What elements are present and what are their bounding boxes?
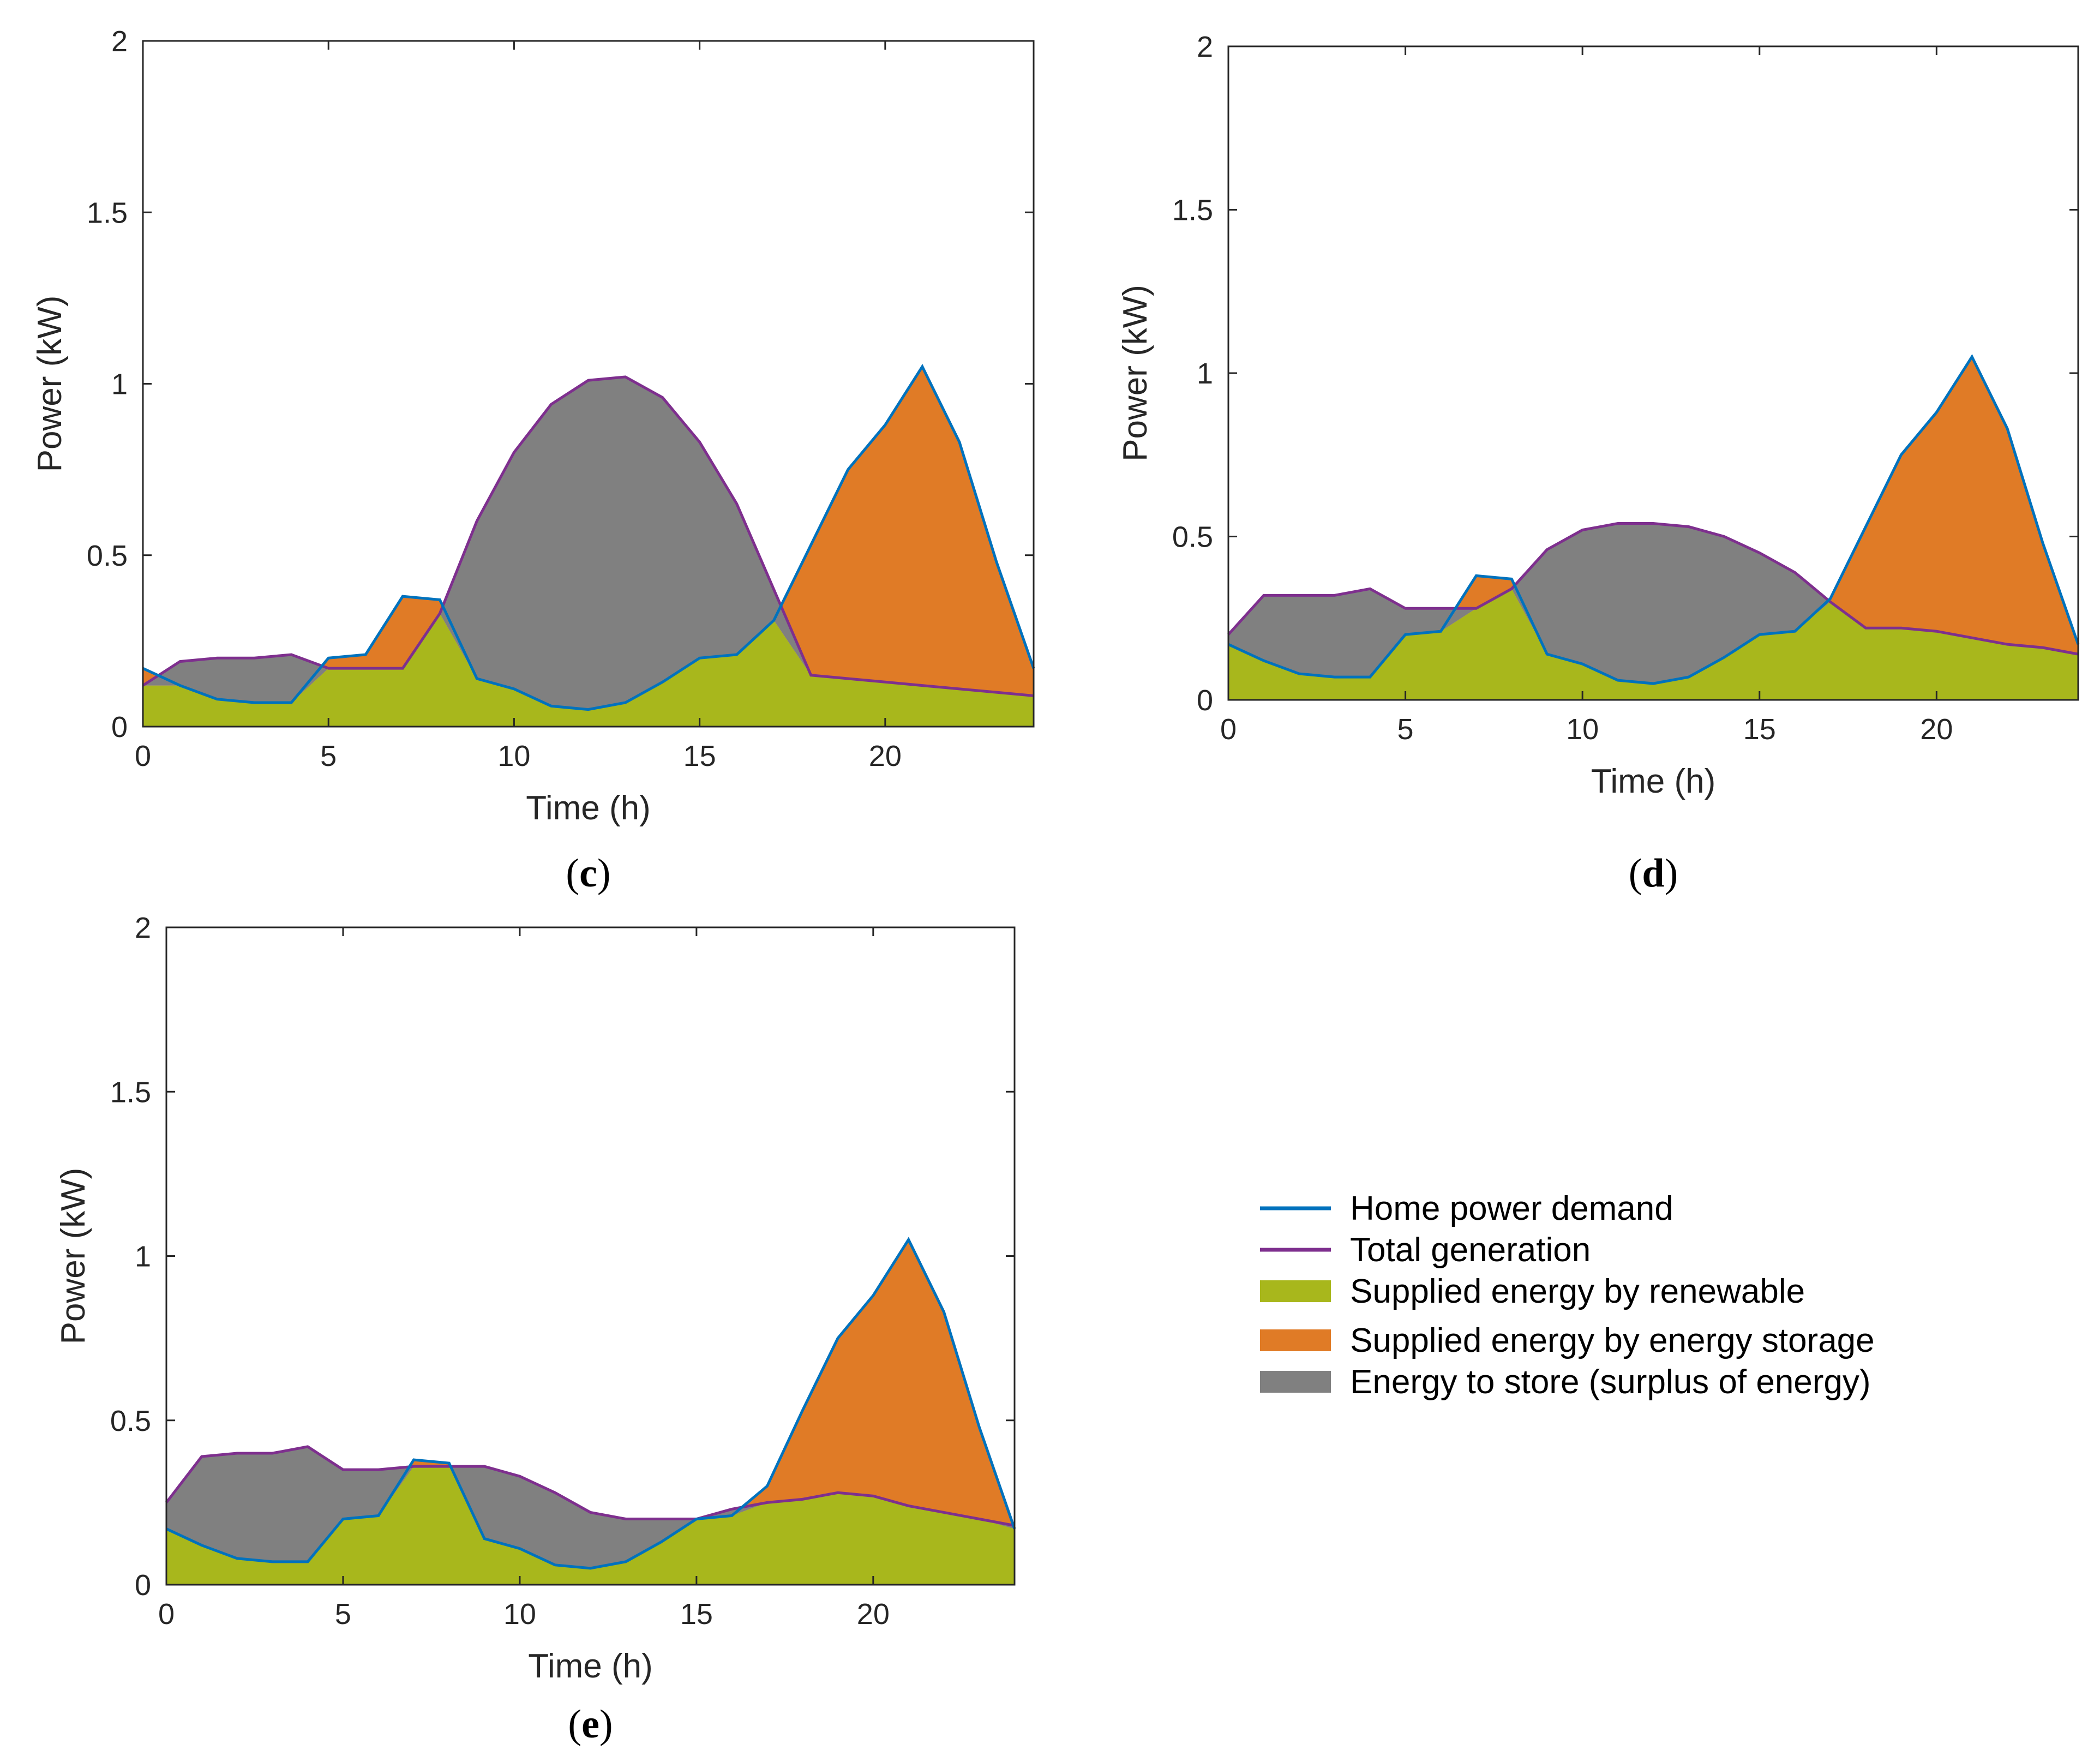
surplus-area xyxy=(143,376,1034,710)
legend-label: Supplied energy by renewable xyxy=(1350,1273,1805,1310)
total-generation-line xyxy=(142,375,1034,697)
renewable-area xyxy=(1228,589,2078,700)
y-tick-label: 0 xyxy=(135,1569,151,1602)
legend-label: Total generation xyxy=(1350,1231,1591,1269)
x-tick-label: 0 xyxy=(1220,713,1237,746)
y-tick-label: 0.5 xyxy=(1172,521,1213,554)
x-tick-label: 20 xyxy=(857,1598,890,1631)
y-tick-label: 1.5 xyxy=(1172,194,1213,227)
x-tick-label: 15 xyxy=(1743,713,1776,746)
x-tick-label: 20 xyxy=(1920,713,1953,746)
y-tick-label: 0 xyxy=(1197,684,1213,717)
y-tick-label: 1.5 xyxy=(87,196,128,229)
panel-label: (c) xyxy=(566,851,610,896)
panel-label: (e) xyxy=(568,1702,613,1747)
legend-label: Home power demand xyxy=(1350,1190,1673,1227)
y-tick-label: 2 xyxy=(135,912,151,944)
x-tick-label: 5 xyxy=(320,740,337,772)
home-demand-line xyxy=(1227,353,2080,685)
panel-d: 0 5 10 15 20 0 0.5 1 1.5 2 Time (h) Power (kW) (d) xyxy=(1117,31,2080,896)
x-tick-label: 5 xyxy=(335,1598,351,1631)
home-demand-line xyxy=(142,363,1035,711)
x-tick-label: 15 xyxy=(680,1598,713,1631)
y-tick-label: 0.5 xyxy=(110,1405,151,1437)
y-axis-label: Power (kW) xyxy=(31,296,69,472)
x-axis-label: Time (h) xyxy=(1591,763,1715,800)
x-axis-label: Time (h) xyxy=(526,789,650,827)
panel-c: 0 5 10 15 20 0 0.5 1 1.5 2 Time (h) Power (kW) (c) xyxy=(31,25,1035,896)
storage-area xyxy=(1228,357,2078,684)
y-tick-label: 0.5 xyxy=(87,540,128,572)
legend-label: Supplied energy by energy storage xyxy=(1350,1322,1875,1359)
panel-label: (d) xyxy=(1629,851,1678,896)
legend: Home power demand Total generation Supplie… xyxy=(1260,1190,1875,1401)
total-generation-line xyxy=(1227,522,2079,656)
y-tick-label: 0 xyxy=(111,711,128,744)
y-tick-label: 1 xyxy=(1197,357,1213,390)
x-tick-label: 10 xyxy=(503,1598,536,1631)
y-tick-label: 1 xyxy=(111,368,128,401)
x-tick-label: 15 xyxy=(683,740,716,772)
legend-patch-swatch xyxy=(1260,1371,1331,1393)
surplus-area xyxy=(1228,523,2078,684)
storage-area xyxy=(143,367,1034,710)
y-tick-label: 1 xyxy=(135,1240,151,1273)
legend-label: Energy to store (surplus of energy) xyxy=(1350,1363,1871,1401)
x-tick-label: 20 xyxy=(869,740,902,772)
y-tick-label: 2 xyxy=(111,25,128,58)
renewable-area xyxy=(143,613,1034,727)
panel-e: 0 5 10 15 20 0 0.5 1 1.5 2 Time (h) Power (kW) (e) xyxy=(55,912,1016,1747)
legend-patch-swatch xyxy=(1260,1280,1331,1302)
renewable-area xyxy=(166,1466,1015,1585)
total-generation-line xyxy=(165,1445,1015,1527)
y-tick-label: 2 xyxy=(1197,31,1213,63)
legend-patch-swatch xyxy=(1260,1329,1331,1351)
x-tick-label: 10 xyxy=(497,740,530,772)
y-tick-label: 1.5 xyxy=(110,1076,151,1108)
storage-area xyxy=(166,1239,1015,1568)
y-axis-label: Power (kW) xyxy=(55,1168,92,1345)
x-tick-label: 0 xyxy=(135,740,151,772)
x-axis-label: Time (h) xyxy=(528,1647,652,1685)
y-axis-label: Power (kW) xyxy=(1117,285,1154,462)
surplus-area xyxy=(166,1446,1015,1568)
x-tick-label: 5 xyxy=(1397,713,1414,746)
x-tick-label: 10 xyxy=(1566,713,1599,746)
x-tick-label: 0 xyxy=(158,1598,175,1631)
home-demand-line xyxy=(165,1237,1016,1570)
